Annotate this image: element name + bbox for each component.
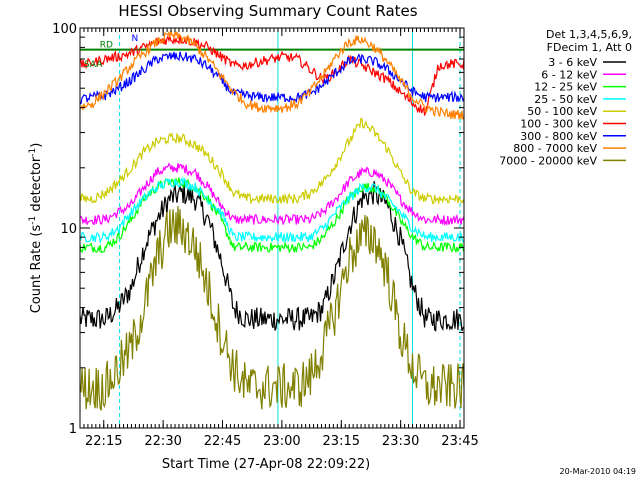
x-tick-label: 23:15 <box>323 434 360 449</box>
x-tick-label: 22:45 <box>204 434 241 449</box>
x-tick-label: 22:15 <box>85 434 122 449</box>
y-tick-label: 1 <box>69 422 77 437</box>
series-line <box>79 162 465 227</box>
plot-annotation: RD <box>100 40 113 50</box>
legend-label: 12 - 25 keV <box>534 81 597 94</box>
y-tick-label: 100 <box>52 22 77 37</box>
x-axis-label: Start Time (27-Apr-08 22:09:22) <box>162 457 370 472</box>
series-line <box>79 176 465 245</box>
legend-label: 3 - 6 keV <box>548 56 597 69</box>
axis-layer: 22:15 22:30 22:45 23:00 23:15 23:30 23:45 1 10 10… <box>52 22 479 449</box>
legend-label: 100 - 300 keV <box>520 118 597 131</box>
legend-header-line-1: Det 1,3,4,5,6,9, <box>546 28 632 41</box>
legend-label: 50 - 100 keV <box>527 105 597 118</box>
y-axis-label: Count Rate (s-1 detector-1) <box>28 143 44 314</box>
legend-header-line-2: FDecim 1, Att 0 <box>547 41 632 54</box>
legend-label: 800 - 7000 keV <box>513 142 597 155</box>
x-tick-label: 23:30 <box>382 434 419 449</box>
chart-title: HESSI Observing Summary Count Rates <box>118 2 417 20</box>
series-line <box>79 205 465 411</box>
timestamp-stamp: 20-Mar-2010 04:19 <box>560 467 637 476</box>
series-line <box>79 177 465 254</box>
series-line <box>79 117 465 205</box>
series-layer <box>79 30 465 411</box>
y-tick-label: 10 <box>60 222 77 237</box>
legend-label: 25 - 50 keV <box>534 93 597 106</box>
legend-label: 300 - 800 keV <box>520 130 597 143</box>
plot-annotation: SAA <box>84 60 103 70</box>
legend-label: 7000 - 20000 keV <box>499 154 597 167</box>
legend-label: 6 - 12 keV <box>541 68 597 81</box>
x-tick-label: 23:45 <box>441 434 478 449</box>
x-tick-label: 22:30 <box>144 434 181 449</box>
legend: Det 1,3,4,5,6,9, FDecim 1, Att 0 3 - 6 k… <box>499 28 632 167</box>
plot-annotation: N <box>131 34 138 44</box>
series-line <box>79 35 465 116</box>
series-line <box>79 180 465 332</box>
x-tick-label: 23:00 <box>263 434 300 449</box>
series-line <box>79 30 465 120</box>
